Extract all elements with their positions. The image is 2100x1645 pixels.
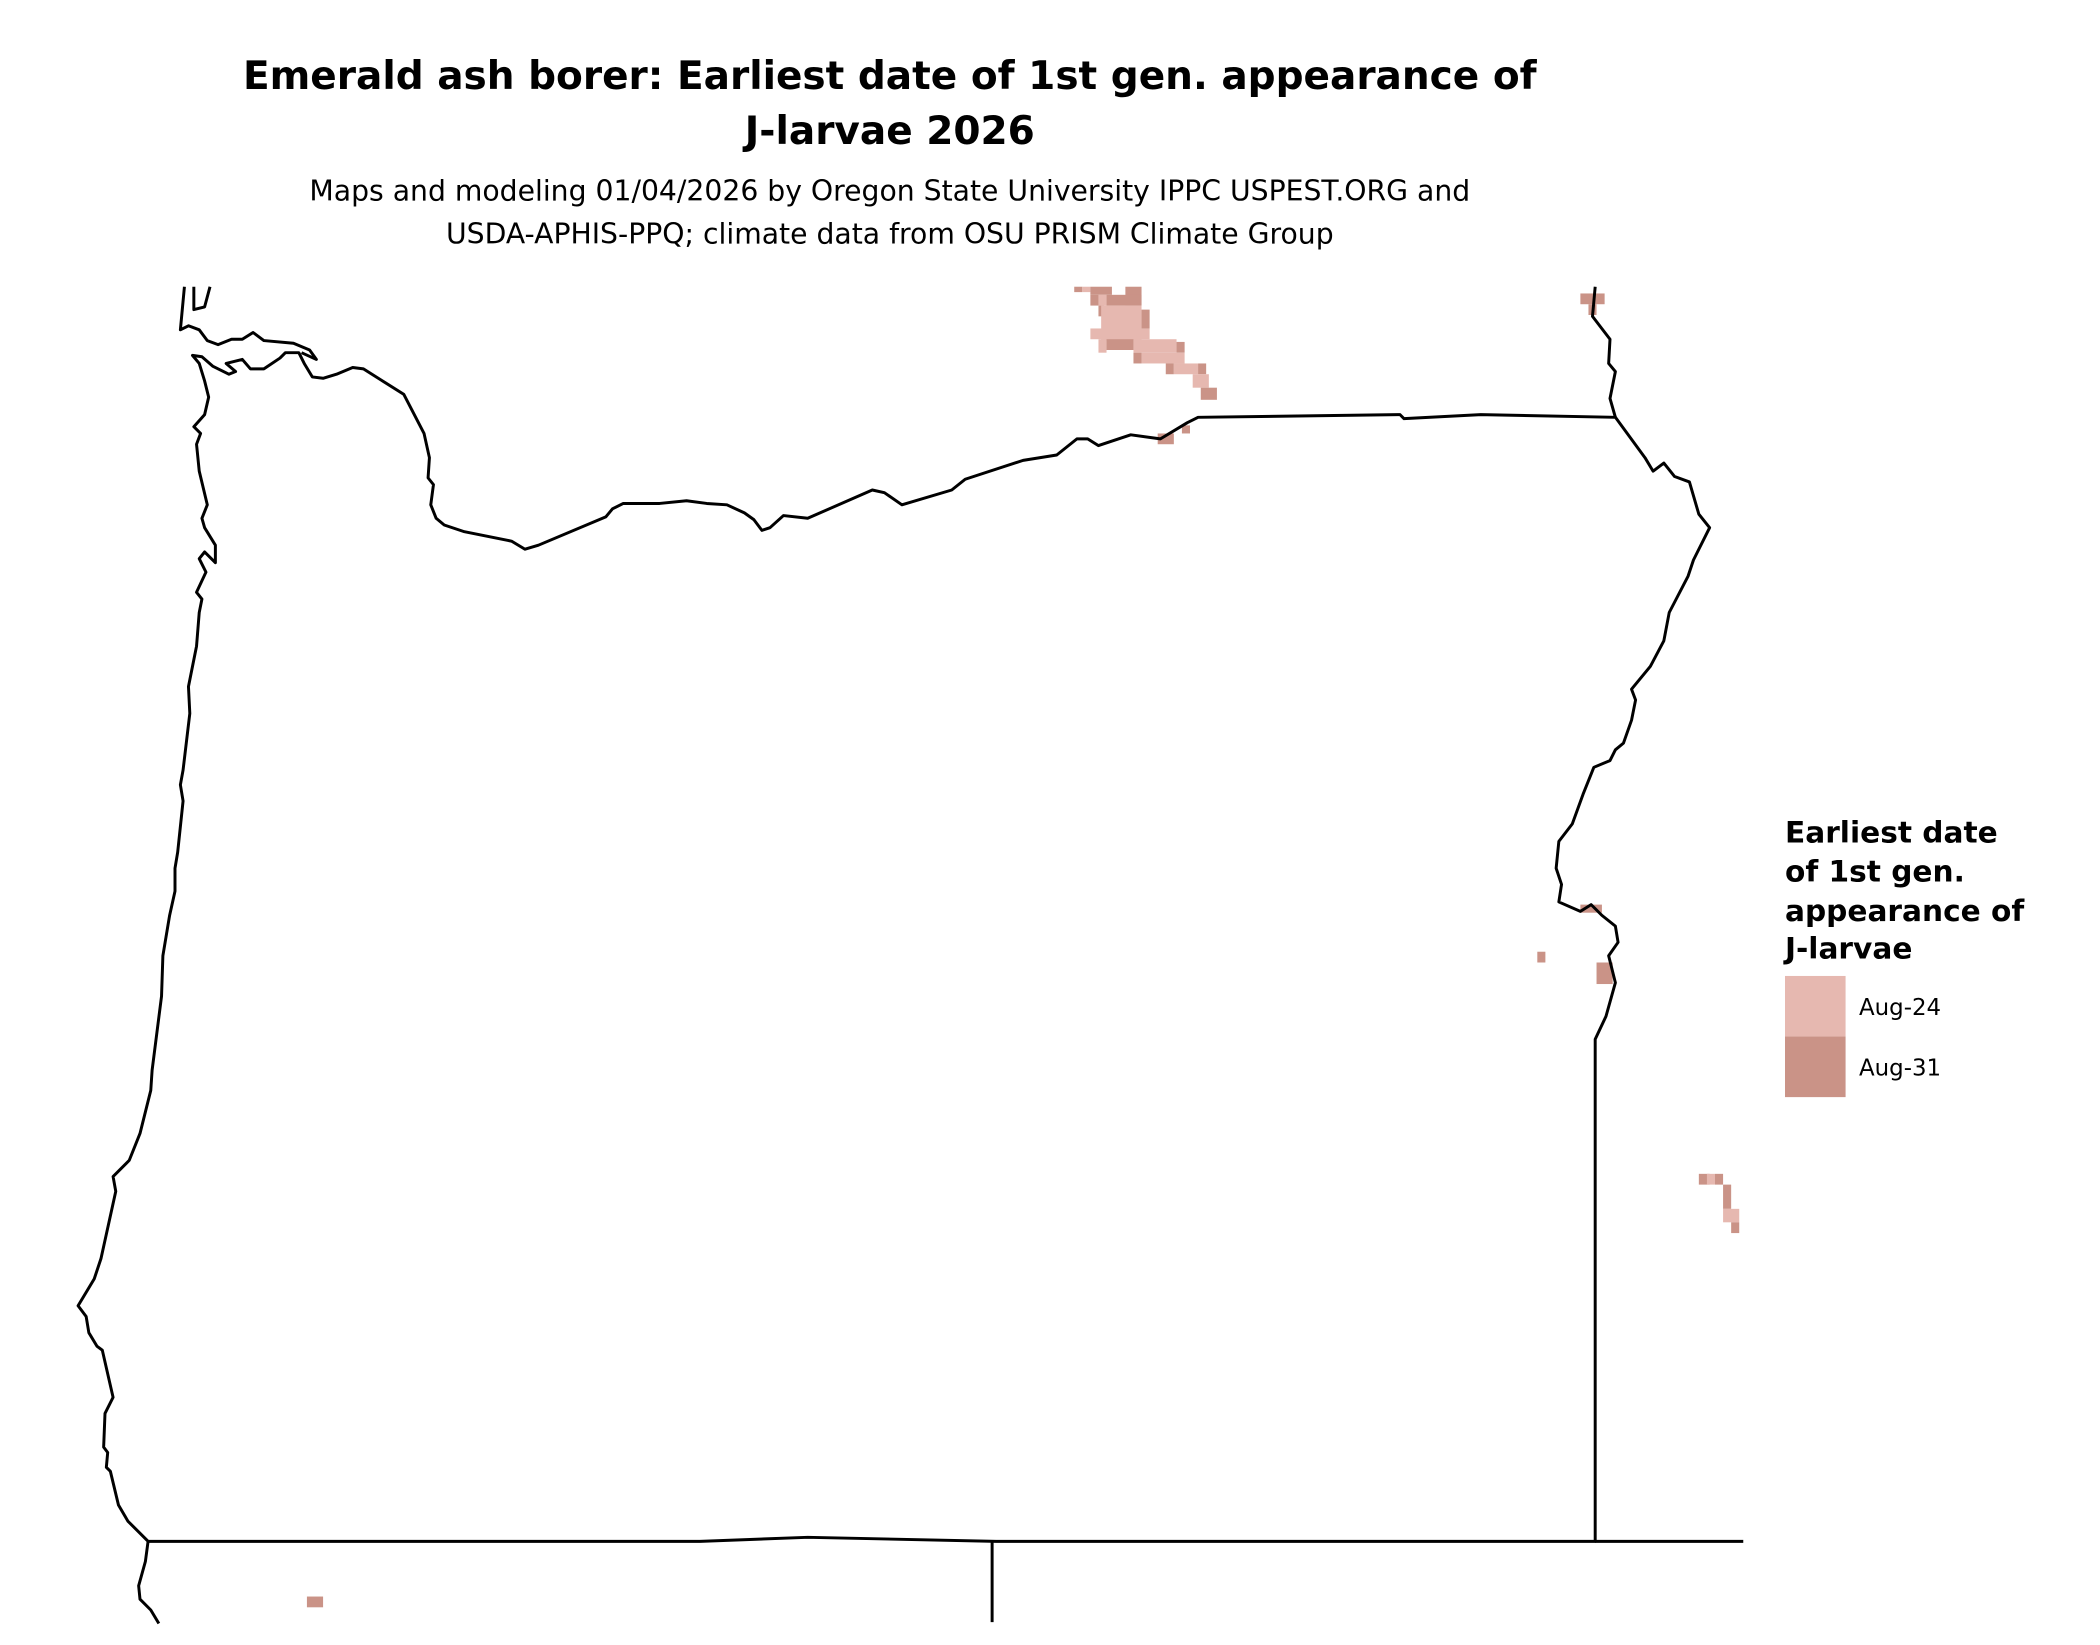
washington-idaho-border: [1591, 286, 1617, 418]
state-boundaries: [76, 286, 1744, 1625]
title-line-1: Emerald ash borer: Earliest date of 1st …: [243, 54, 1538, 99]
raster-cell-aug-31: [1165, 363, 1174, 375]
raster-cells: [306, 286, 1740, 1608]
washington-coast-north: [192, 286, 212, 312]
raster-cell-aug-24: [1706, 1173, 1715, 1185]
raster-cell-aug-31: [1731, 1222, 1740, 1234]
raster-cell-aug-24: [1098, 294, 1107, 306]
raster-cell-aug-24: [1173, 363, 1199, 375]
raster-cell-aug-31: [1715, 1173, 1724, 1185]
raster-cell-aug-31: [1200, 387, 1217, 400]
raster-cell-aug-24: [1098, 339, 1107, 353]
raster-cell-aug-31: [1133, 352, 1142, 364]
oregon-outline: [76, 351, 1712, 1543]
california-coast: [137, 1541, 161, 1625]
raster-cell-aug-31: [1596, 962, 1613, 985]
raster-cell-aug-24: [1723, 1208, 1740, 1223]
raster-cell-aug-31: [1090, 294, 1099, 306]
raster-cell-aug-31: [1090, 286, 1112, 295]
raster-cell-aug-31: [1198, 363, 1207, 375]
raster-cell-aug-24: [1090, 328, 1150, 340]
raster-cell-aug-31: [306, 1596, 324, 1608]
raster-cell-aug-31: [1181, 425, 1190, 434]
raster-cell-aug-31: [1141, 309, 1150, 329]
raster-cell-aug-31: [1176, 341, 1185, 353]
raster-cell-aug-31: [1580, 293, 1605, 305]
legend-label-aug-31: Aug-31: [1859, 1056, 1941, 1082]
title-line-2: J-larvae 2026: [742, 109, 1035, 154]
raster-cell-aug-31: [1580, 904, 1602, 913]
raster-cell-aug-31: [1106, 339, 1134, 350]
raster-cell-aug-24: [1192, 374, 1209, 388]
subtitle-line-2: USDA-APHIS-PPQ; climate data from OSU PR…: [446, 218, 1334, 251]
legend-title-line-1: Earliest date: [1785, 816, 1998, 850]
washington-coast: [178, 286, 318, 361]
legend-title-line-2: of 1st gen.: [1785, 855, 1965, 889]
legend-swatch-aug-24: [1785, 975, 1846, 1037]
subtitle-line-1: Maps and modeling 01/04/2026 by Oregon S…: [309, 175, 1470, 208]
legend: Earliest date of 1st gen. appearance of …: [1783, 816, 2025, 1098]
legend-title-line-3: appearance of: [1785, 894, 2025, 928]
legend-title-line-4: J-larvae: [1783, 931, 1912, 965]
legend-label-aug-24: Aug-24: [1859, 995, 1941, 1021]
raster-cell-aug-31: [1723, 1184, 1732, 1209]
raster-cell-aug-31: [1537, 951, 1546, 963]
raster-cell-aug-31: [1074, 286, 1083, 293]
raster-cell-aug-31: [1698, 1173, 1710, 1185]
raster-cell-aug-31: [1157, 433, 1174, 445]
legend-swatch-aug-31: [1785, 1036, 1846, 1098]
raster-cell-aug-24: [1133, 339, 1177, 353]
raster-cell-aug-31: [1106, 294, 1142, 306]
raster-cell-aug-24: [1082, 286, 1091, 293]
raster-cell-aug-24: [1141, 352, 1185, 364]
